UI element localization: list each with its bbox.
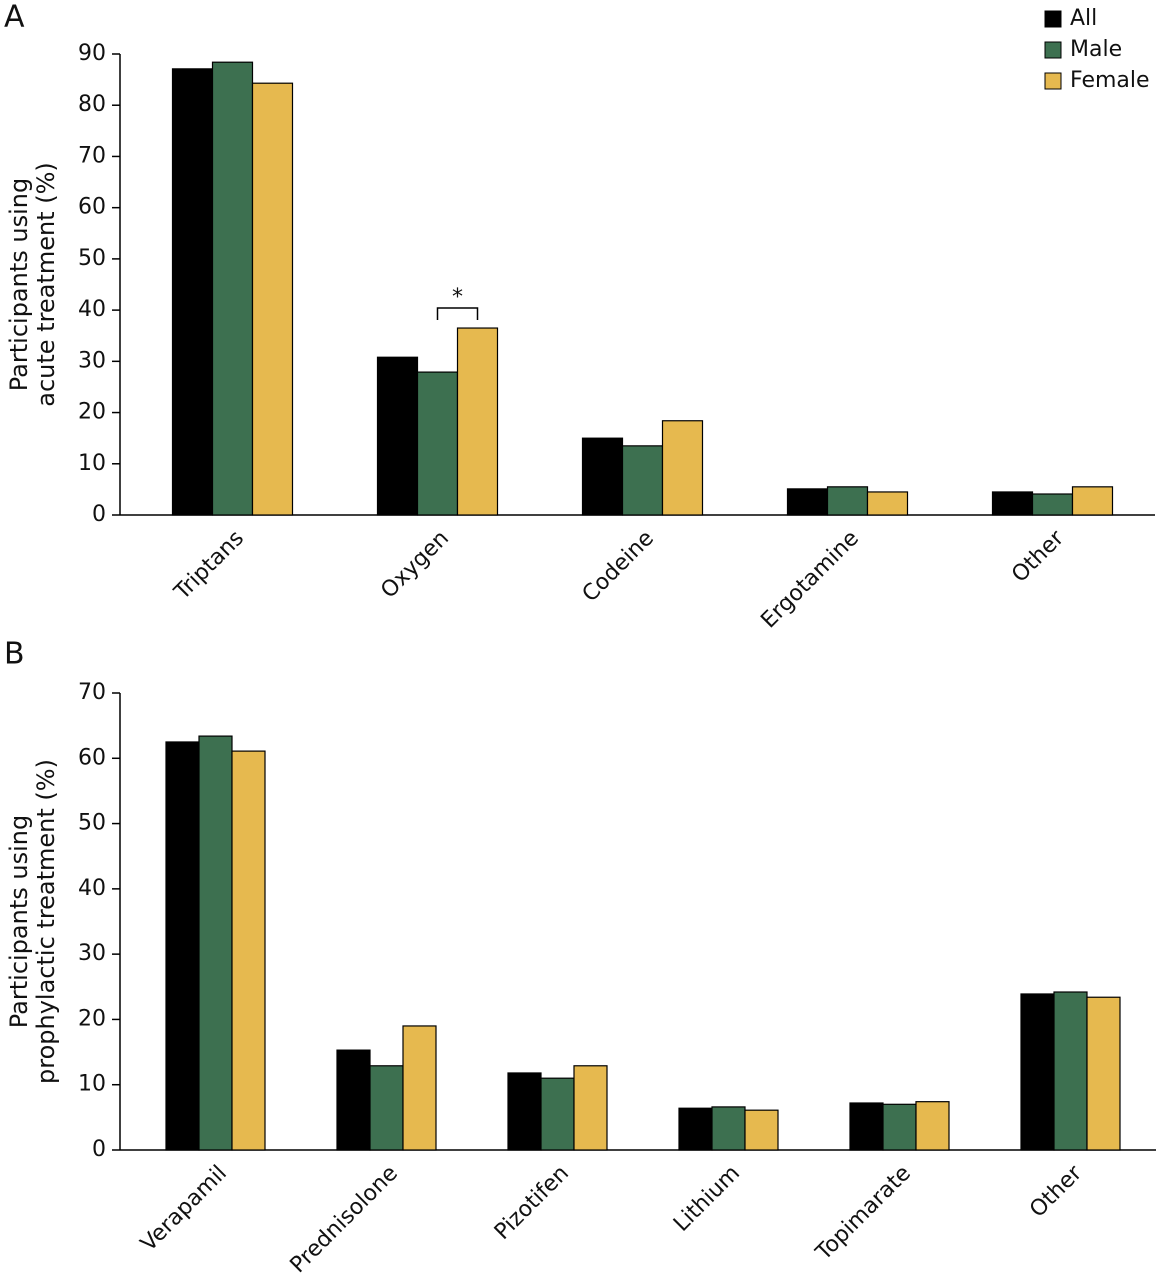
bar	[376, 356, 419, 516]
y-tick-label: 20	[78, 400, 106, 425]
y-tick-label: 20	[78, 1006, 106, 1031]
bar	[198, 735, 233, 1151]
legend-label: All	[1070, 6, 1097, 31]
bar	[507, 1072, 542, 1151]
bar	[573, 1065, 608, 1151]
bar	[165, 741, 200, 1151]
y-tick-label: 50	[78, 811, 106, 836]
bar	[849, 1102, 884, 1151]
bar	[991, 491, 1034, 516]
bar	[416, 371, 459, 516]
bar	[369, 1065, 404, 1151]
y-tick-label: 30	[78, 348, 106, 373]
x-tick-label: Lithium	[669, 1161, 745, 1237]
x-tick-label: Codeine	[578, 526, 659, 607]
bar	[678, 1107, 713, 1151]
bar	[711, 1106, 746, 1151]
y-tick-label: 80	[78, 92, 106, 117]
bar	[1071, 486, 1114, 516]
bar	[786, 488, 829, 516]
legend-label: Male	[1070, 37, 1122, 62]
bar	[1086, 996, 1121, 1151]
panel-label: A	[4, 0, 25, 35]
y-tick-label: 70	[78, 680, 106, 705]
bar	[621, 445, 664, 516]
y-axis-label: acute treatment (%)	[32, 162, 60, 406]
y-tick-label: 40	[78, 297, 106, 322]
y-axis-label: Participants using	[5, 815, 33, 1028]
bar	[581, 437, 624, 516]
x-tick-label: Verapamil	[136, 1161, 232, 1257]
bar	[882, 1103, 917, 1151]
x-tick-label: Other	[1025, 1160, 1088, 1223]
x-tick-label: Ergotamine	[756, 526, 864, 634]
panel-label: B	[4, 637, 25, 672]
significance-bracket	[436, 307, 479, 321]
bar	[744, 1109, 779, 1151]
bar	[402, 1025, 437, 1151]
x-tick-label: Triptans	[169, 526, 249, 606]
y-tick-label: 40	[78, 876, 106, 901]
bar	[231, 750, 266, 1151]
bar	[866, 491, 909, 516]
significance-marker: *	[452, 285, 463, 310]
y-axis-label: prophylactic treatment (%)	[32, 759, 60, 1084]
bar	[171, 68, 214, 516]
bar	[1031, 493, 1074, 516]
y-tick-label: 30	[78, 941, 106, 966]
y-tick-label: 10	[78, 1072, 106, 1097]
y-tick-label: 60	[78, 195, 106, 220]
legend-swatch	[1044, 10, 1062, 28]
bar	[661, 420, 704, 516]
y-tick-label: 60	[78, 745, 106, 770]
y-tick-label: 50	[78, 246, 106, 271]
bar	[915, 1101, 950, 1151]
y-tick-label: 70	[78, 143, 106, 168]
bar	[826, 486, 869, 516]
legend-swatch	[1044, 41, 1062, 59]
y-tick-label: 10	[78, 451, 106, 476]
y-tick-label: 90	[78, 41, 106, 66]
x-tick-label: Other	[1007, 525, 1070, 588]
bar	[456, 327, 499, 516]
bar	[1020, 993, 1055, 1151]
x-tick-label: Oxygen	[376, 526, 454, 604]
y-axis-label: Participants using	[5, 178, 33, 391]
x-tick-label: Topimarate	[811, 1161, 916, 1266]
y-tick-label: 0	[92, 502, 106, 527]
legend-label: Female	[1070, 68, 1150, 93]
bar	[251, 82, 294, 516]
legend-swatch	[1044, 72, 1062, 90]
y-tick-label: 0	[92, 1137, 106, 1162]
x-tick-label: Prednisolone	[286, 1161, 403, 1278]
bar	[1053, 991, 1088, 1151]
x-tick-label: Pizotifen	[490, 1161, 574, 1245]
bar	[211, 61, 254, 516]
bar	[540, 1077, 575, 1151]
bar	[336, 1049, 371, 1151]
